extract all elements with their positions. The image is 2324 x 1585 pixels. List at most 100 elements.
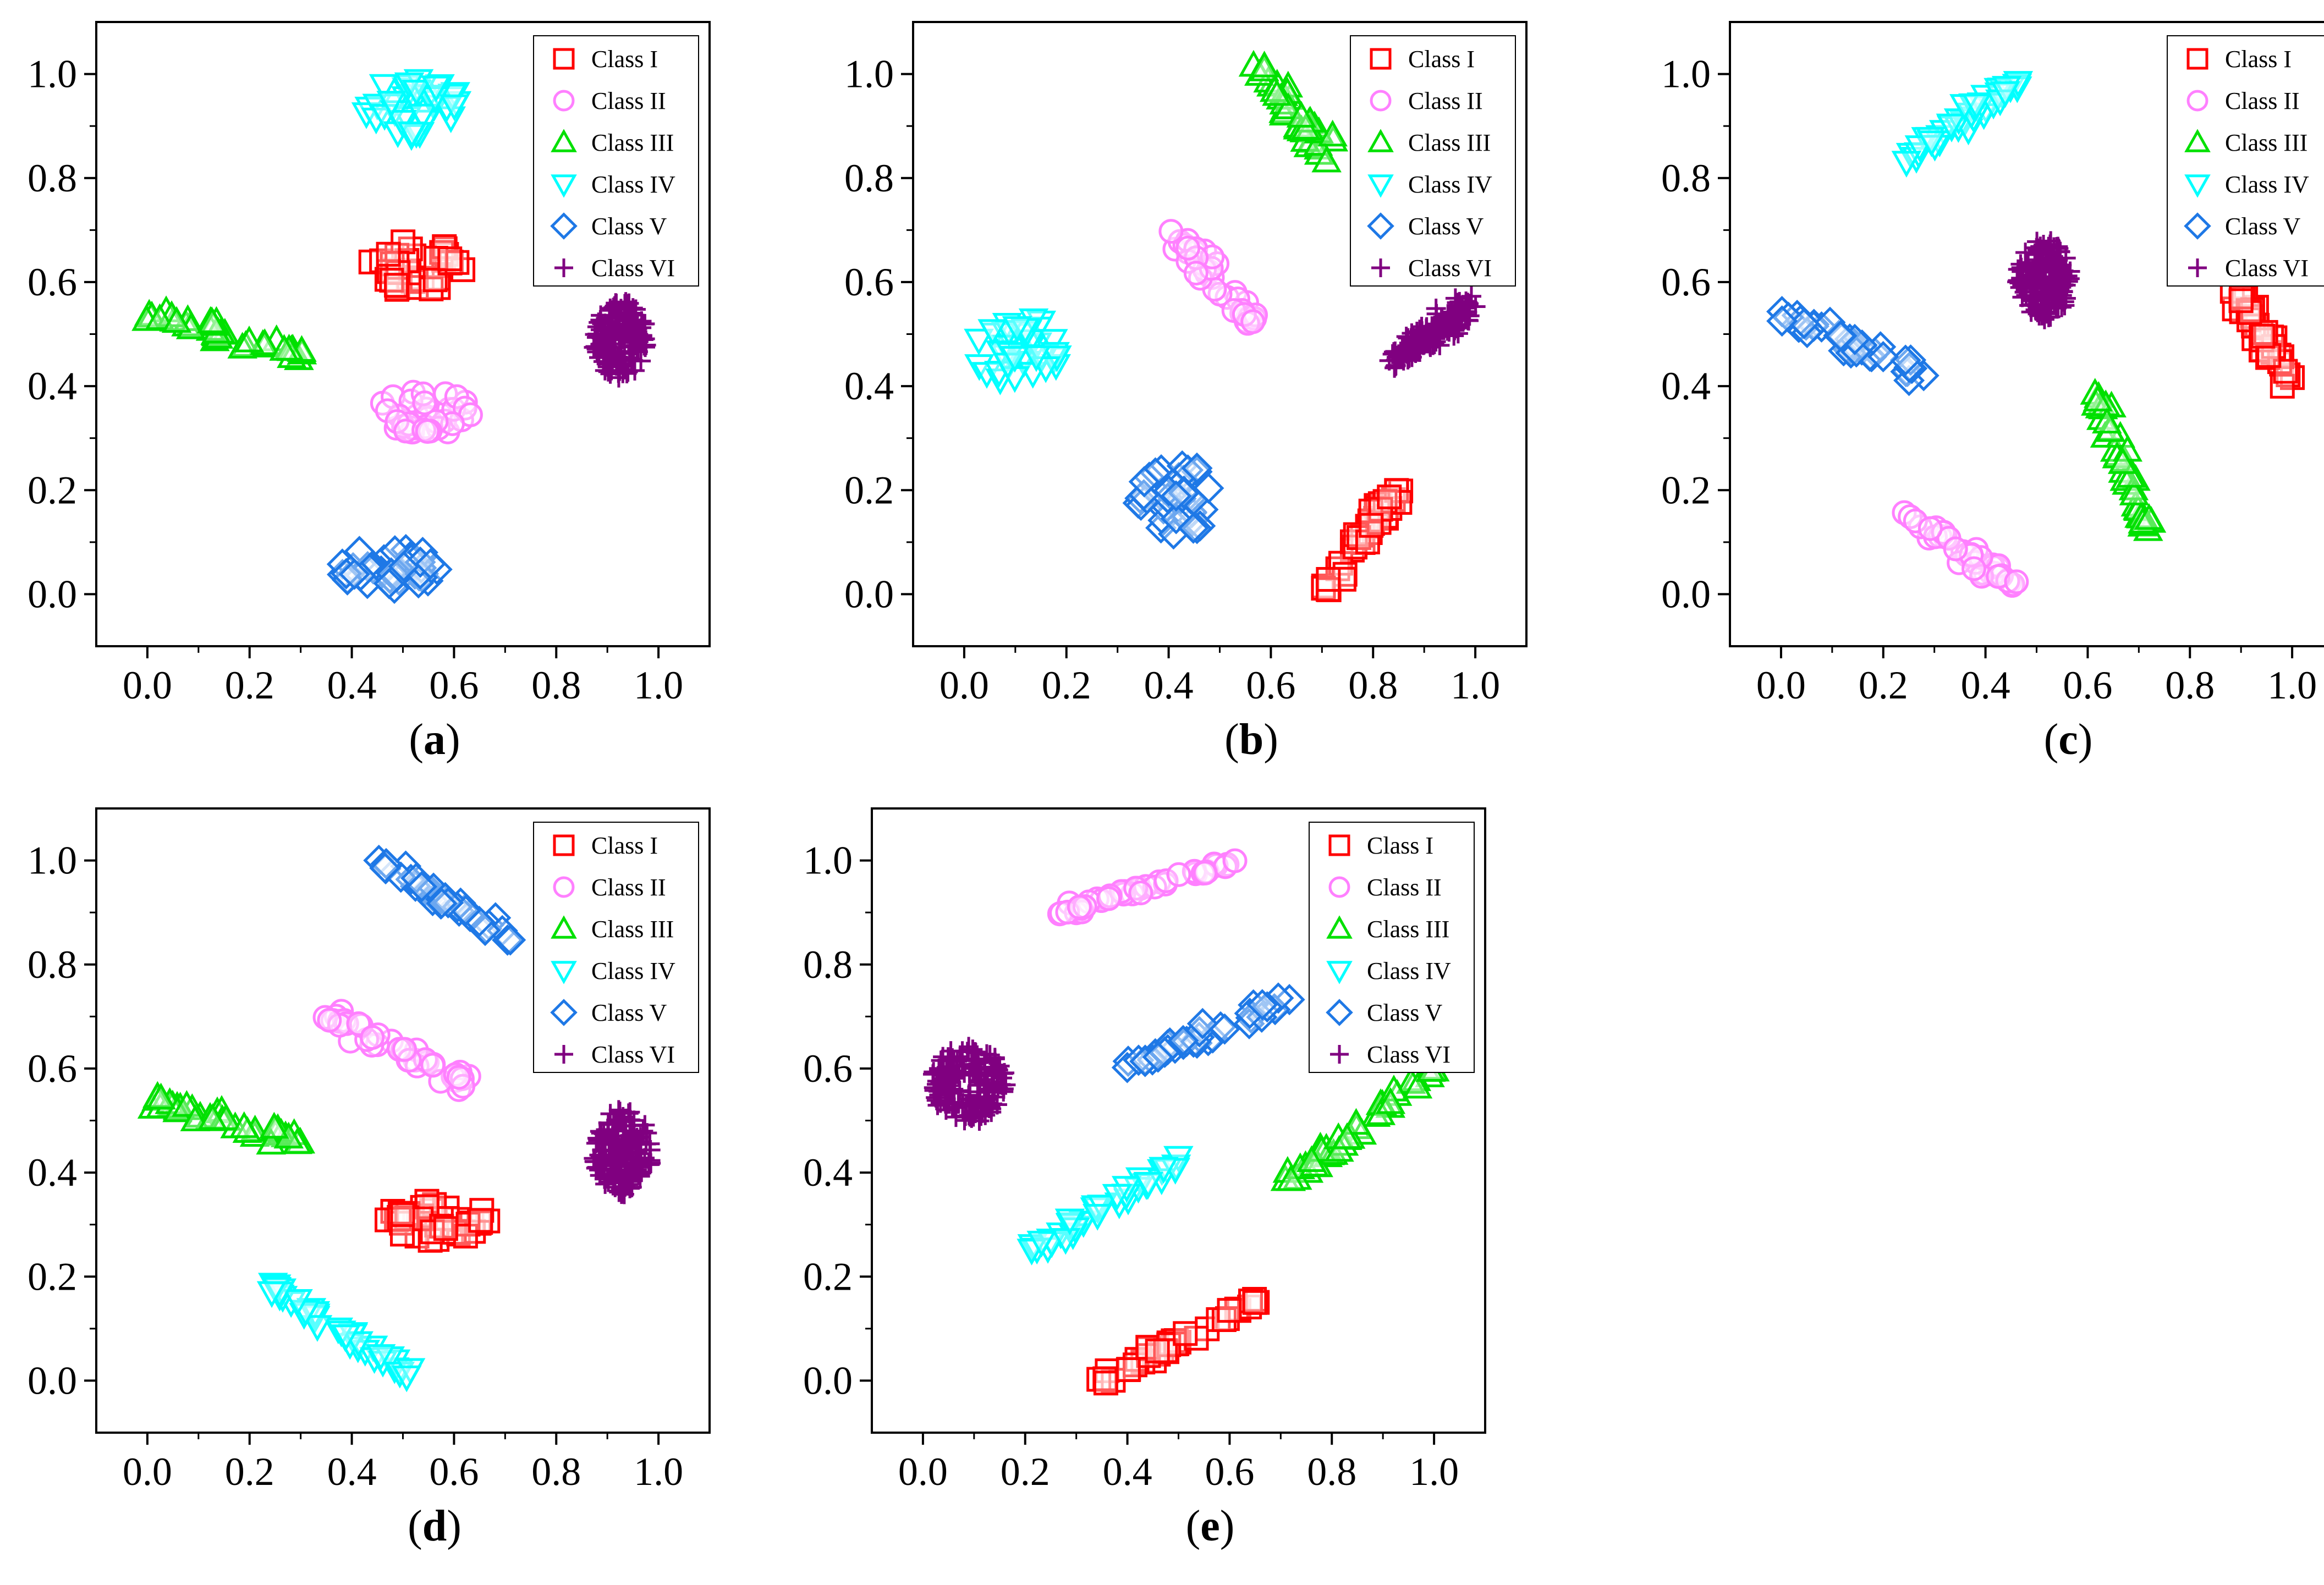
data-point: [391, 1365, 422, 1393]
series-class-iii: [1270, 1053, 1450, 1191]
y-axis: 0.0 0.2 0.4 0.6 0.8 1.0: [28, 839, 96, 1402]
data-point: [369, 852, 401, 884]
data-point: [933, 1061, 954, 1082]
x-tick-label: 0.2: [225, 1450, 274, 1494]
data-point: [1990, 81, 2020, 108]
data-point: [2250, 323, 2276, 349]
data-point: [1273, 92, 1304, 119]
data-point: [1051, 1228, 1081, 1255]
legend: Class I Class II Class III Class IV Class V C…: [1309, 822, 1475, 1073]
y-axis: 0.0 0.2 0.4 0.6 0.8 1.0: [803, 839, 872, 1402]
y-tick-label: 0.0: [803, 1358, 853, 1402]
data-point: [992, 353, 1023, 379]
legend-entry: Class VI: [554, 255, 675, 282]
legend-entry: Class II: [553, 874, 666, 901]
legend-marker-triangle-down: [551, 174, 577, 198]
caption-d: (d): [408, 1502, 461, 1550]
legend-entry: Class IV: [1326, 957, 1451, 984]
y-tick-label: 1.0: [844, 52, 894, 96]
series-class-vi: [584, 1100, 661, 1204]
data-point: [1217, 1298, 1242, 1323]
y-tick-label: 0.0: [1661, 572, 1711, 616]
legend-label: Class V: [2225, 213, 2301, 240]
legend-entry: Class V: [550, 999, 667, 1026]
y-tick-label: 0.2: [803, 1254, 853, 1298]
series-class-ii: [1892, 500, 2029, 598]
data-point: [1054, 1208, 1085, 1236]
data-point: [950, 1047, 970, 1067]
data-point: [603, 298, 624, 318]
caption-e: (e): [1185, 1502, 1235, 1550]
y-tick-label: 0.4: [844, 364, 894, 408]
legend-entry: Class III: [1367, 129, 1491, 156]
data-point: [1038, 329, 1068, 356]
legend-label: Class VI: [1367, 1041, 1451, 1068]
x-tick-label: 0.8: [531, 663, 581, 707]
y-tick-label: 0.4: [1661, 364, 1711, 408]
legend-marker-triangle-up: [551, 129, 577, 152]
data-point: [992, 1068, 1012, 1088]
data-point: [330, 558, 362, 590]
legend-marker-triangle-up: [1367, 129, 1394, 152]
data-point: [594, 344, 614, 365]
data-point: [621, 1143, 641, 1163]
legend-label: Class II: [1367, 874, 1442, 901]
legend-entry: Class I: [553, 46, 658, 73]
legend-entry: Class III: [551, 129, 674, 156]
data-point: [1444, 326, 1464, 346]
data-point: [197, 1103, 228, 1130]
data-point: [1276, 1164, 1306, 1191]
data-point: [1173, 1321, 1198, 1346]
data-point: [1116, 1357, 1141, 1382]
data-point: [402, 79, 432, 107]
data-point: [1943, 536, 1968, 562]
data-point: [1249, 54, 1279, 81]
data-point: [598, 1114, 619, 1135]
series-class-i: [375, 1188, 501, 1253]
data-point: [240, 1114, 270, 1142]
y-tick-label: 0.2: [28, 1254, 77, 1298]
legend-marker-triangle-down: [2184, 174, 2211, 198]
data-point: [256, 1281, 287, 1308]
data-point: [2053, 274, 2074, 295]
legend-box: [1309, 822, 1475, 1073]
data-point: [2092, 406, 2122, 434]
data-point: [1246, 989, 1278, 1021]
y-axis: 0.0 0.2 0.4 0.6 0.8 1.0: [1661, 52, 1730, 616]
x-tick-label: 0.6: [1246, 663, 1295, 707]
data-point: [2134, 503, 2164, 530]
legend-marker-plus: [1330, 1045, 1349, 1064]
data-point: [361, 107, 392, 135]
data-point: [1168, 477, 1200, 509]
data-point: [2012, 275, 2032, 295]
data-point: [365, 1344, 396, 1371]
legend-label: Class VI: [591, 255, 675, 282]
caption-c: (c): [2043, 716, 2093, 764]
y-tick-label: 0.0: [28, 572, 77, 616]
data-point: [146, 1082, 176, 1110]
legend-marker-circle: [2186, 90, 2208, 112]
data-points: [964, 49, 1486, 602]
data-point: [446, 1065, 471, 1090]
x-tick-label: 1.0: [634, 663, 683, 707]
data-point: [426, 887, 458, 919]
data-point: [468, 1208, 493, 1233]
legend-marker-circle: [1328, 876, 1350, 898]
data-point: [2083, 384, 2113, 411]
data-point: [2025, 281, 2045, 301]
data-point: [2028, 240, 2048, 261]
y-tick-label: 0.2: [844, 468, 894, 512]
data-point: [1839, 323, 1871, 355]
x-tick-label: 0.2: [1001, 1450, 1050, 1494]
y-tick-label: 1.0: [28, 839, 77, 883]
series-class-iv: [964, 308, 1072, 395]
data-point: [1867, 341, 1899, 373]
x-axis: 0.0 0.2 0.4 0.6 0.8 1.0: [123, 646, 683, 707]
scatter-plot-b: 0.0 0.2 0.4 0.6 0.8 1.0 0.0 0.2 0.4 0.6 0.8 1.0 Clas…: [844, 21, 1528, 707]
data-point: [608, 1141, 628, 1162]
data-point: [229, 1111, 260, 1138]
legend-label: Class II: [591, 874, 666, 901]
legend-box: [2167, 35, 2324, 287]
data-point: [273, 1121, 304, 1149]
panel-b: 0.0 0.2 0.4 0.6 0.8 1.0 0.0 0.2 0.4 0.6 0.8 1.0 Clas…: [844, 0, 1636, 781]
